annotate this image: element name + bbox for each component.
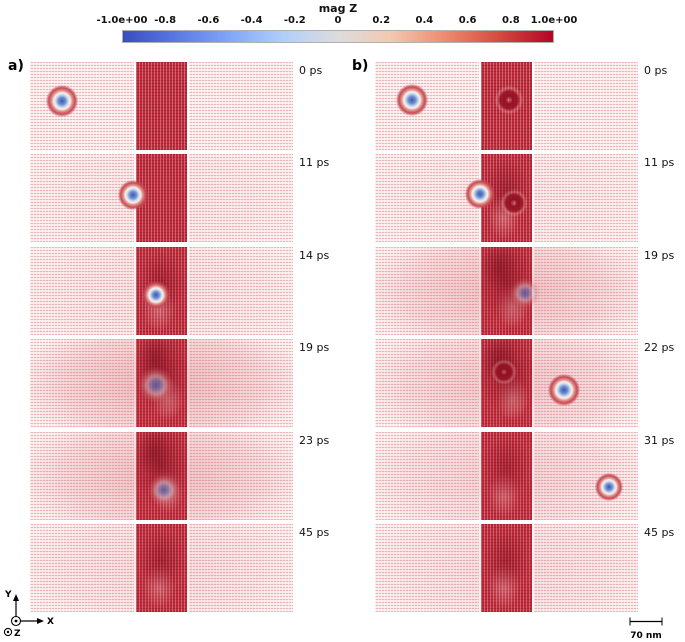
skyrmion-marker — [465, 179, 496, 210]
x-arrowhead-icon — [37, 618, 44, 624]
nanostrip-region — [133, 62, 190, 150]
strip-excitation-texture — [135, 524, 188, 612]
nanostrip-region — [133, 524, 190, 612]
skyrmion-marker — [117, 180, 148, 211]
colorbar-title: mag Z — [318, 2, 358, 15]
time-label: 11 ps — [299, 156, 330, 169]
time-label: 0 ps — [299, 64, 323, 77]
scale-bar: 70 nm — [627, 611, 665, 641]
panel-column-label-b: b) — [352, 58, 369, 74]
time-label: 14 ps — [299, 249, 330, 262]
simulation-panel-a-11-ps — [30, 154, 293, 242]
magnetic-blob-marker — [490, 359, 517, 386]
axis-triad-glyph: Y X Z — [3, 590, 54, 639]
time-label: 11 ps — [644, 156, 675, 169]
skyrmion-marker — [595, 472, 624, 501]
nanostrip-region — [478, 524, 535, 612]
time-label: 45 ps — [299, 526, 330, 539]
skyrmion-marker — [509, 277, 540, 308]
nanostrip-region — [478, 432, 535, 520]
simulation-panel-b-11-ps — [375, 154, 638, 242]
skyrmion-marker — [548, 374, 581, 407]
simulation-panel-a-14-ps — [30, 247, 293, 335]
panel-column-label-a: a) — [8, 58, 24, 74]
skyrmion-marker — [138, 366, 175, 403]
skyrmion-marker — [45, 84, 78, 117]
axis-triad: Y X Z — [2, 588, 56, 639]
x-axis-label: X — [47, 617, 54, 627]
simulation-panel-b-19-ps — [375, 247, 638, 335]
time-label: 19 ps — [644, 249, 675, 262]
time-label: 31 ps — [644, 434, 675, 447]
time-label: 0 ps — [644, 64, 668, 77]
simulation-panel-b-0-ps — [375, 62, 638, 150]
colorbar-gradient — [122, 30, 554, 43]
y-arrowhead-icon — [13, 594, 19, 601]
skyrmion-marker — [148, 474, 181, 507]
simulation-panel-b-31-ps — [375, 432, 638, 520]
simulation-panel-a-19-ps — [30, 339, 293, 427]
colorbar-tick-label: 0 — [334, 15, 342, 26]
time-label: 19 ps — [299, 341, 330, 354]
skyrmion-marker — [142, 281, 171, 310]
colorbar-tick-label: 0.8 — [501, 15, 520, 26]
colorbar-tick-label: -0.2 — [283, 15, 306, 26]
colorbar-tick-label: -0.6 — [197, 15, 220, 26]
scale-bar-line — [629, 617, 663, 626]
strip-excitation-texture — [480, 432, 533, 520]
time-label: 45 ps — [644, 526, 675, 539]
simulation-panel-b-22-ps — [375, 339, 638, 427]
colorbar-tick-label: 0.2 — [372, 15, 391, 26]
strip-excitation-texture — [136, 62, 187, 150]
colorbar-tick-label: 0.6 — [458, 15, 477, 26]
colorbar-tick-label: 1.0e+00 — [530, 15, 578, 26]
magnetic-blob-marker — [494, 84, 525, 115]
simulation-panel-a-45-ps — [30, 524, 293, 612]
strip-excitation-texture — [480, 524, 533, 612]
skyrmion-marker — [395, 83, 428, 116]
colorbar-tick-label: -0.8 — [154, 15, 177, 26]
colorbar-tick-label: -0.4 — [240, 15, 263, 26]
simulation-panel-a-23-ps — [30, 432, 293, 520]
colorbar-tick-row: -1.0e+00 -0.8 -0.6 -0.4 -0.2 0 0.2 0.4 0.6 0.8 1.0… — [97, 15, 578, 27]
scale-bar-label: 70 nm — [630, 631, 662, 641]
colorbar-tick-label: -1.0e+00 — [96, 15, 148, 26]
simulation-panel-a-0-ps — [30, 62, 293, 150]
simulation-panel-b-45-ps — [375, 524, 638, 612]
time-label: 23 ps — [299, 434, 330, 447]
time-label: 22 ps — [644, 341, 675, 354]
colorbar-tick-label: 0.4 — [415, 15, 434, 26]
magnetic-blob-marker — [500, 189, 529, 218]
y-axis-label: Y — [4, 590, 12, 600]
z-axis-label: Z — [14, 629, 21, 638]
